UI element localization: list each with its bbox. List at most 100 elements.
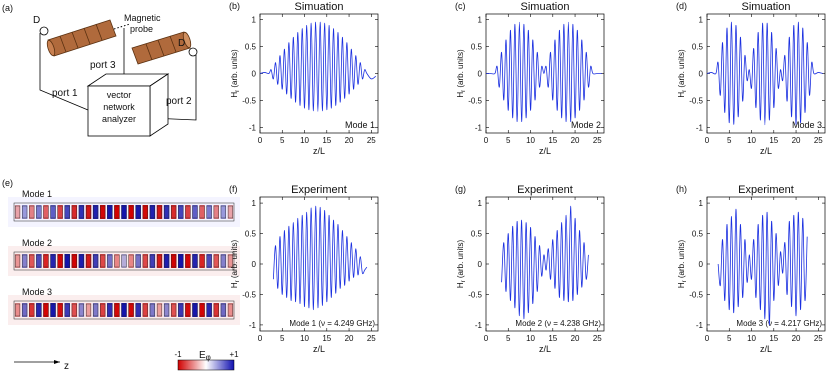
x-tick-label: 20 <box>792 334 801 343</box>
x-axis-label: z/L <box>760 344 772 354</box>
unit-cell <box>220 303 226 317</box>
field-cell <box>99 303 106 317</box>
colorbar-tick-label: +1 <box>229 350 239 359</box>
field-cell <box>220 254 227 268</box>
field-cell <box>156 303 163 317</box>
diagram-label: probe <box>130 24 153 34</box>
field-cell <box>28 205 35 219</box>
y-tick-label: -0.5 <box>689 97 703 106</box>
field-cell <box>142 303 149 317</box>
axis-label: z <box>64 361 69 372</box>
x-tick-label: 5 <box>506 334 511 343</box>
field-cell <box>227 205 234 219</box>
y-tick-label: 1 <box>699 199 704 208</box>
unit-cell <box>71 254 77 268</box>
y-axis-label: Hr (arb. units) <box>456 240 467 289</box>
y-axis-label-main: H <box>230 282 239 288</box>
plot-area <box>485 13 605 134</box>
field-cell <box>192 303 198 317</box>
chart-panel: 0 5 10 15 20 25 -1 -0.5 0 0.5 1 (d) Simuation z/L Hr (… <box>676 1 826 156</box>
y-axis-label-sub: r <box>682 280 688 282</box>
y-tick-label: 0 <box>699 260 704 269</box>
field-cell <box>57 254 63 268</box>
y-axis-label-main: H <box>456 92 465 98</box>
field-cell <box>36 205 42 219</box>
field-cell <box>114 303 120 317</box>
x-tick-label: 0 <box>705 136 710 145</box>
unit-cell <box>149 205 155 219</box>
y-axis-label-suffix: (arb. units) <box>456 49 465 90</box>
y-axis-label-sub: r <box>461 280 467 282</box>
x-tick-label: 15 <box>548 136 557 145</box>
field-cell <box>78 254 85 268</box>
unit-cell <box>213 303 219 317</box>
x-tick-label: 0 <box>258 136 263 145</box>
field-cell <box>107 254 113 268</box>
field-cell <box>28 254 35 268</box>
field-cell <box>135 205 141 219</box>
x-axis-label: z/L <box>539 146 551 156</box>
field-cell <box>185 303 191 317</box>
unit-cell <box>100 303 106 317</box>
field-cell <box>114 205 120 219</box>
x-tick-label: 10 <box>747 334 756 343</box>
y-tick-label: 1 <box>252 15 257 24</box>
unit-cell <box>78 205 84 219</box>
chart-panel: 0 5 10 15 20 25 -1 -0.5 0 0.5 1 (c) Simuation z/L Hr (… <box>455 1 605 156</box>
field-cell <box>178 205 184 219</box>
x-tick-label: 5 <box>506 136 511 145</box>
field-cell <box>57 303 63 317</box>
colorbar <box>177 359 235 371</box>
field-cell <box>36 303 42 317</box>
unit-cell <box>64 205 70 219</box>
unit-cell <box>128 254 134 268</box>
unit-cell <box>171 303 177 317</box>
y-axis-label-sub: r <box>235 90 241 92</box>
y-tick-label: 0.5 <box>245 42 257 51</box>
field-cell <box>227 303 234 317</box>
field-cell <box>107 205 113 219</box>
panel-label: (d) <box>676 1 687 11</box>
field-cell <box>43 303 49 317</box>
field-cell <box>99 205 106 219</box>
unit-cell <box>43 303 49 317</box>
x-tick-label: 25 <box>367 334 376 343</box>
y-tick-label: -1 <box>696 321 704 330</box>
y-axis-label-suffix: (arb. units) <box>677 49 686 90</box>
field-cell <box>199 303 205 317</box>
y-tick-label: 0 <box>478 260 483 269</box>
unit-cell <box>156 254 163 268</box>
y-axis-label: Hr (arb. units) <box>677 240 688 289</box>
unit-cell <box>22 303 28 317</box>
field-cell <box>142 254 149 268</box>
field-cell <box>14 205 21 219</box>
unit-cell <box>29 303 35 317</box>
x-tick-label: 10 <box>747 136 756 145</box>
field-cell <box>135 303 141 317</box>
unit-cell <box>64 254 70 268</box>
chart-title: Experiment <box>291 184 347 196</box>
unit-cell <box>149 303 155 317</box>
annotation: Mode 3 (ν = 4.217 GHz) <box>736 319 822 328</box>
data-line <box>485 21 602 123</box>
field-cell <box>185 205 191 219</box>
unit-cell <box>93 205 99 219</box>
y-axis-label: Hr (arb. units) <box>677 49 688 98</box>
field-cell <box>206 303 212 317</box>
unit-cell <box>121 254 127 268</box>
field-cell <box>64 303 70 317</box>
field-cell <box>121 254 127 268</box>
field-cell <box>170 205 177 219</box>
unit-cell <box>171 205 177 219</box>
x-tick-label: 15 <box>769 334 778 343</box>
x-tick-label: 15 <box>322 334 331 343</box>
unit-cell <box>192 254 198 268</box>
unit-cell <box>199 205 205 219</box>
resonator-left <box>46 19 117 57</box>
field-cell <box>14 303 21 317</box>
field-cell <box>163 303 170 317</box>
unit-cell <box>100 254 106 268</box>
unit-cell <box>220 205 226 219</box>
field-cell <box>149 205 156 219</box>
unit-cell <box>64 303 70 317</box>
